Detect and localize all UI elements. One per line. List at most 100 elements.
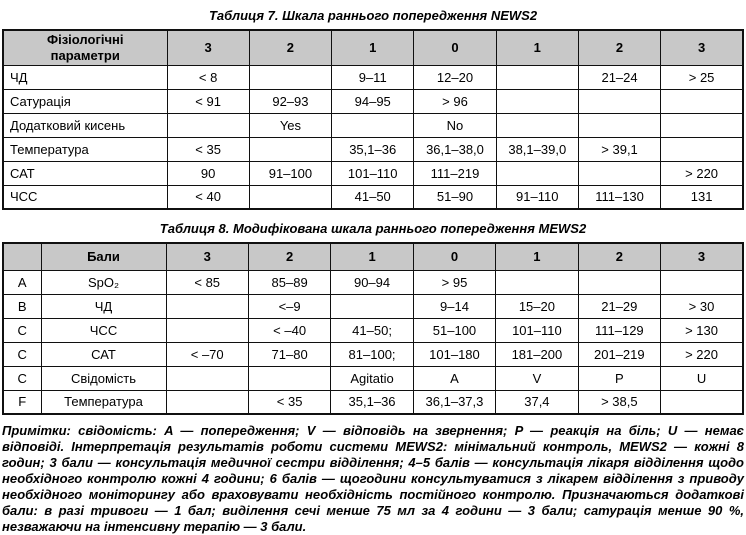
table-row: ЧД < 8 9–11 12–20 21–24 > 25 — [2, 64, 744, 90]
column-header-score: 3 — [660, 29, 744, 66]
table-cell: 94–95 — [331, 88, 415, 114]
table-cell — [247, 365, 332, 391]
column-header-score: 3 — [165, 242, 249, 271]
table-row: B ЧД <–9 9–14 15–20 21–29 > 30 — [2, 293, 744, 319]
table-cell — [660, 269, 744, 295]
row-label: ЧД — [40, 293, 167, 319]
table-cell: No — [413, 112, 497, 138]
table-cell: Yes — [248, 112, 333, 138]
row-label: САТ — [2, 160, 168, 186]
row-label: Температура — [40, 389, 167, 415]
table-row: C ЧСС < –40 41–50; 51–100 101–110 111–12… — [2, 317, 744, 343]
table-cell: 36,1–38,0 — [413, 136, 497, 162]
table-cell: 111–129 — [577, 317, 662, 343]
table-cell — [660, 389, 744, 415]
table-cell: 91–100 — [248, 160, 333, 186]
row-letter: F — [2, 389, 42, 415]
table-cell: 51–100 — [412, 317, 497, 343]
column-header-score: 1 — [495, 242, 579, 271]
table-cell: > 95 — [412, 269, 497, 295]
row-label: ЧД — [2, 64, 168, 90]
row-letter: C — [2, 341, 42, 367]
column-header-score: 2 — [577, 242, 662, 271]
column-header-parameters: Фізіологічні параметри — [2, 29, 168, 66]
table-cell — [248, 184, 333, 210]
table-row: F Температура < 35 35,1–36 36,1–37,3 37,… — [2, 389, 744, 415]
table-cell: 51–90 — [413, 184, 497, 210]
table-cell — [660, 88, 744, 114]
row-label: ЧСС — [40, 317, 167, 343]
table-row: C САТ < –70 71–80 81–100; 101–180 181–20… — [2, 341, 744, 367]
row-label: Температура — [2, 136, 168, 162]
mews2-table: Бали 3 2 1 0 1 2 3 A SpO₂ < 85 85–89 90–… — [2, 242, 744, 415]
table-cell: 36,1–37,3 — [412, 389, 497, 415]
table-cell — [495, 88, 579, 114]
table-cell: 9–11 — [331, 64, 415, 90]
table-cell: 91–110 — [495, 184, 579, 210]
table-cell — [577, 269, 662, 295]
table-row: ЧСС < 40 41–50 51–90 91–110 111–130 131 — [2, 184, 744, 210]
table-cell: 21–24 — [577, 64, 662, 90]
table-cell: 111–130 — [577, 184, 662, 210]
table-cell: > 220 — [660, 341, 744, 367]
table-cell: 35,1–36 — [330, 389, 414, 415]
table-cell — [660, 112, 744, 138]
table-cell: > 39,1 — [577, 136, 662, 162]
table-cell — [165, 317, 249, 343]
table-row: Сатурація < 91 92–93 94–95 > 96 — [2, 88, 744, 114]
footnotes-paragraph: Примітки: свідомість: A — попередження; … — [2, 423, 744, 534]
table-cell — [577, 160, 662, 186]
row-label: САТ — [40, 341, 167, 367]
table-cell: > 96 — [413, 88, 497, 114]
column-header-score: 1 — [331, 29, 415, 66]
column-header-score: 2 — [247, 242, 332, 271]
table-cell — [660, 136, 744, 162]
column-header-score: 0 — [413, 29, 497, 66]
table-cell: < 35 — [247, 389, 332, 415]
table-cell — [577, 88, 662, 114]
row-letter: C — [2, 317, 42, 343]
table-cell: < –70 — [165, 341, 249, 367]
table-cell: < 8 — [166, 64, 250, 90]
table-cell — [495, 112, 579, 138]
table-cell: 35,1–36 — [331, 136, 415, 162]
table-cell — [577, 112, 662, 138]
row-label: ЧСС — [2, 184, 168, 210]
table-cell: 37,4 — [495, 389, 579, 415]
row-letter: B — [2, 293, 42, 319]
table-cell: U — [660, 365, 744, 391]
table-cell: 101–110 — [331, 160, 415, 186]
table-cell: 81–100; — [330, 341, 414, 367]
table-cell: < 35 — [166, 136, 250, 162]
table-cell: < 40 — [166, 184, 250, 210]
table-cell — [330, 293, 414, 319]
column-header-score: 2 — [248, 29, 333, 66]
column-header-score: 0 — [412, 242, 497, 271]
row-label: Сатурація — [2, 88, 168, 114]
table-cell: 101–180 — [412, 341, 497, 367]
column-header-score: 2 — [577, 29, 662, 66]
row-label: Додатковий кисень — [2, 112, 168, 138]
table-cell: < 91 — [166, 88, 250, 114]
table-cell — [495, 160, 579, 186]
table-cell: 12–20 — [413, 64, 497, 90]
table-cell — [248, 64, 333, 90]
column-header-score: 3 — [166, 29, 250, 66]
table-cell — [165, 389, 249, 415]
row-letter: A — [2, 269, 42, 295]
table-cell: > 130 — [660, 317, 744, 343]
table-cell: 41–50; — [330, 317, 414, 343]
table-cell: 181–200 — [495, 341, 579, 367]
table-cell: P — [577, 365, 662, 391]
table-cell: > 30 — [660, 293, 744, 319]
table-cell: 111–219 — [413, 160, 497, 186]
table-cell — [495, 64, 579, 90]
table-row: A SpO₂ < 85 85–89 90–94 > 95 — [2, 269, 744, 295]
column-header-score: 1 — [330, 242, 414, 271]
column-header-score: 1 — [495, 29, 579, 66]
table-header-row: Бали 3 2 1 0 1 2 3 — [2, 242, 744, 271]
table-row: САТ 90 91–100 101–110 111–219 > 220 — [2, 160, 744, 186]
column-header-scores-label: Бали — [40, 242, 167, 271]
table-cell: V — [495, 365, 579, 391]
